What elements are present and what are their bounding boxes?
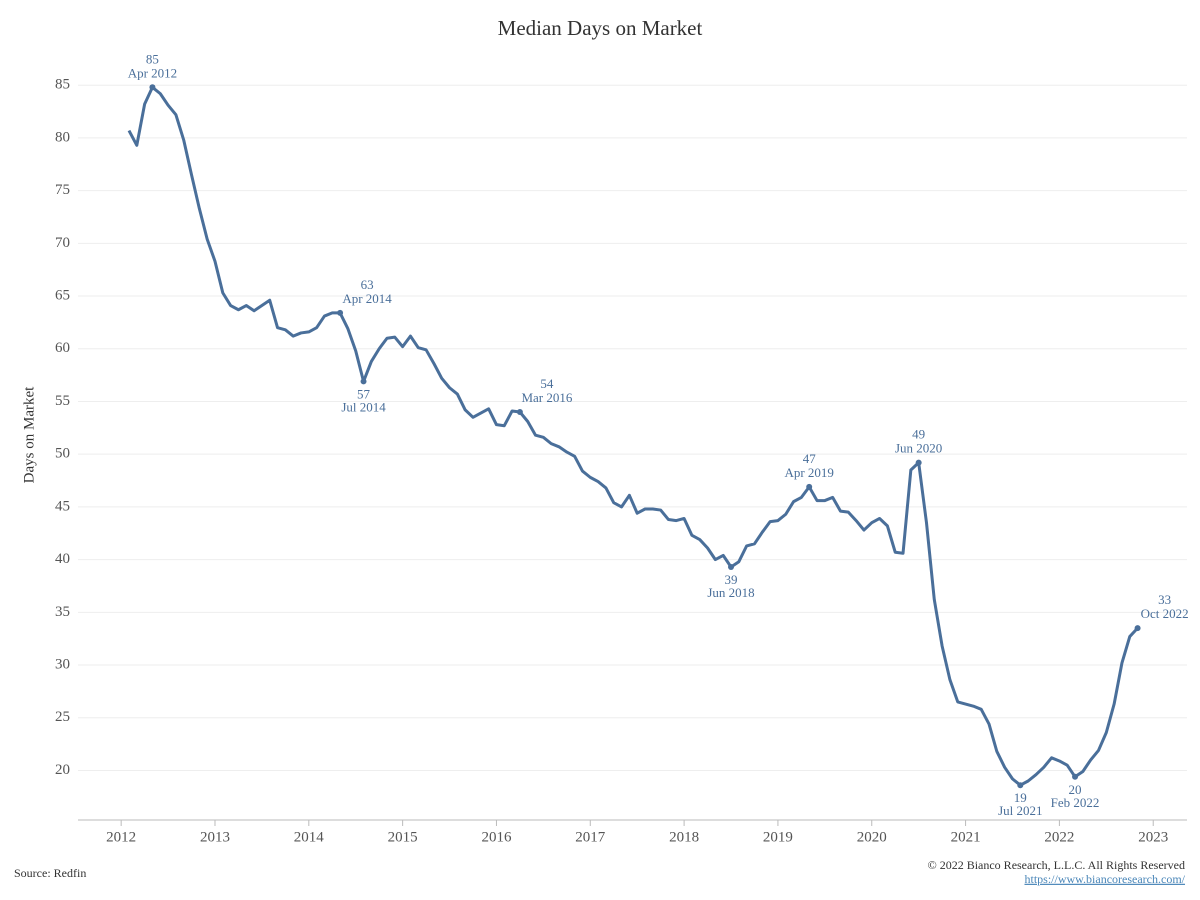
- annotation-point: [360, 378, 367, 385]
- y-tick-label: 45: [55, 498, 70, 514]
- copyright: © 2022 Bianco Research, L.L.C. All Right…: [928, 858, 1185, 872]
- y-tick-label: 60: [55, 340, 70, 356]
- annotation-value: 49: [912, 427, 925, 442]
- annotation-point: [1017, 782, 1024, 789]
- annotation-point: [1072, 773, 1079, 780]
- annotation-date: Oct 2022: [1141, 606, 1189, 621]
- chart-title: Median Days on Market: [498, 16, 703, 40]
- annotation-point: [728, 563, 735, 570]
- annotation-date: Jul 2014: [341, 399, 386, 414]
- annotation-value: 39: [725, 572, 738, 587]
- annotation-date: Mar 2016: [521, 390, 572, 405]
- x-tick-label: 2017: [575, 829, 606, 845]
- annotation-date: Apr 2012: [128, 65, 177, 80]
- annotation-date: Apr 2014: [342, 291, 392, 306]
- annotation-point: [1134, 625, 1141, 632]
- annotation-date: Feb 2022: [1051, 795, 1100, 810]
- annotation-value: 20: [1069, 782, 1082, 797]
- annotation-point: [915, 459, 922, 466]
- y-tick-label: 70: [55, 235, 70, 251]
- url-link[interactable]: https://www.biancoresearch.com/: [1024, 872, 1185, 886]
- x-tick-label: 2023: [1138, 829, 1168, 845]
- x-tick-label: 2012: [106, 829, 136, 845]
- line: [127, 85, 1139, 787]
- annotation-point: [149, 84, 156, 91]
- y-tick-label: 65: [55, 287, 70, 303]
- x-tick-label: 2016: [481, 829, 512, 845]
- x-tick-label: 2013: [200, 829, 230, 845]
- annotation-point: [516, 409, 523, 416]
- y-tick-label: 75: [55, 182, 70, 198]
- y-tick-label: 40: [55, 551, 70, 567]
- source: Source: Redfin: [14, 866, 86, 880]
- y-tick-label: 85: [55, 77, 70, 93]
- y-tick-label: 35: [55, 604, 70, 620]
- annotation-value: 85: [146, 51, 159, 66]
- y-tick-label: 25: [55, 709, 70, 725]
- y-tick-label: 55: [55, 393, 70, 409]
- x-tick-label: 2021: [951, 829, 981, 845]
- annotation-value: 63: [361, 277, 374, 292]
- annotation-date: Apr 2019: [784, 465, 833, 480]
- y-tick-label: 50: [55, 446, 70, 462]
- annotation-point: [337, 309, 344, 316]
- x-tick-label: 2014: [294, 829, 325, 845]
- y-axis-label: Days on Market: [21, 386, 37, 483]
- annotation-date: Jul 2021: [998, 803, 1042, 818]
- y-tick-label: 80: [55, 129, 70, 145]
- x-tick-label: 2020: [857, 829, 887, 845]
- annotation-value: 19: [1014, 790, 1027, 805]
- y-tick-label: 30: [55, 656, 70, 672]
- x-tick-label: 2018: [669, 829, 699, 845]
- annotation-point: [806, 483, 813, 490]
- x-tick-label: 2019: [763, 829, 793, 845]
- x-tick-label: 2022: [1044, 829, 1074, 845]
- annotation-date: Jun 2020: [895, 441, 942, 456]
- y-tick-label: 20: [55, 762, 70, 778]
- x-tick-label: 2015: [388, 829, 418, 845]
- annotation-value: 54: [540, 376, 554, 391]
- annotation-value: 57: [357, 386, 371, 401]
- annotation-value: 33: [1158, 592, 1171, 607]
- annotation-value: 47: [803, 451, 817, 466]
- annotation-date: Jun 2018: [707, 585, 754, 600]
